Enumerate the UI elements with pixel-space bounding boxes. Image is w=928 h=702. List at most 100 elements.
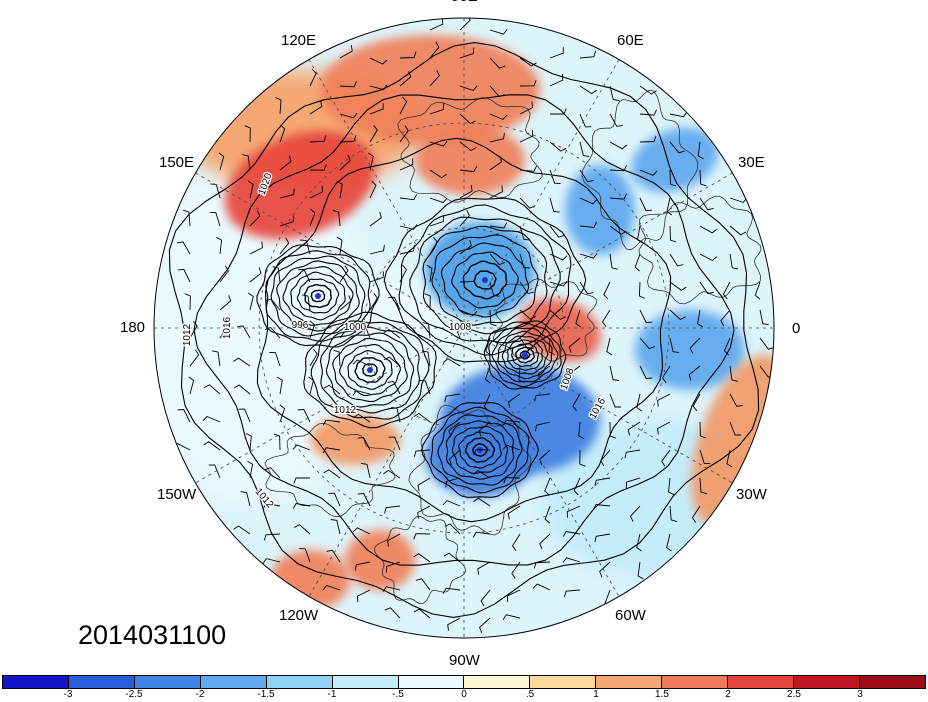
- wind-barb: [544, 505, 551, 524]
- wind-barb: [422, 322, 431, 339]
- contour-label: 1008: [449, 322, 472, 333]
- wind-barb: [263, 533, 281, 541]
- wind-barb: [399, 264, 407, 283]
- wind-barb: [417, 505, 431, 519]
- colorbar-tick-label: -2: [195, 689, 205, 700]
- wind-barb: [624, 449, 641, 459]
- wind-barb: [519, 130, 534, 143]
- wind-barb: [609, 393, 622, 408]
- wind-barb: [697, 141, 704, 160]
- wind-barb: [369, 211, 382, 227]
- wind-barb: [249, 210, 261, 227]
- wind-barb: [669, 141, 685, 154]
- wind-barb: [212, 350, 221, 367]
- wind-barb: [629, 505, 641, 522]
- wind-barb: [669, 225, 677, 243]
- wind-barb: [669, 505, 678, 523]
- wind-barb: [634, 253, 641, 272]
- wind-barb: [636, 393, 643, 412]
- wind-barb: [332, 209, 341, 227]
- wind-barb: [759, 337, 774, 350]
- isobar: [431, 234, 539, 326]
- wind-barb: [293, 477, 310, 484]
- wind-barb: [336, 180, 343, 199]
- wind-barb: [518, 365, 525, 383]
- colorbar-tick-label: 1.5: [655, 689, 669, 700]
- wind-barb: [208, 464, 221, 479]
- wind-barb: [448, 421, 461, 437]
- wind-barb: [293, 524, 311, 535]
- low-center-gulf-of-alaska-low: [367, 367, 373, 373]
- wind-barb: [369, 125, 378, 143]
- wind-barb: [413, 449, 431, 457]
- wind-barb: [507, 393, 521, 408]
- contour-label: 1012: [334, 405, 357, 416]
- latitude-circle: [363, 227, 565, 429]
- wind-barb: [399, 96, 408, 115]
- wind-barb: [535, 421, 551, 432]
- wind-barb: [399, 125, 409, 143]
- wind-barb: [697, 309, 703, 328]
- wind-barb: [339, 112, 358, 119]
- wind-barb: [639, 109, 658, 116]
- isobar: [304, 283, 332, 309]
- wind-barb: [594, 533, 611, 543]
- wind-barb: [448, 324, 461, 339]
- wind-barb: [601, 309, 611, 327]
- wind-barb-layer: [172, 18, 774, 634]
- colorbar-bin: [134, 676, 201, 688]
- wind-barb: [489, 309, 497, 327]
- colorbar-bin: [859, 676, 925, 688]
- wind-barb: [638, 281, 646, 299]
- wind-barb: [729, 225, 747, 236]
- wind-barb: [562, 557, 581, 563]
- wind-barb: [549, 309, 566, 320]
- colorbar-bin: [728, 676, 795, 688]
- wind-barb: [579, 113, 592, 128]
- coastline: [397, 97, 543, 203]
- meridian-line: [195, 172, 733, 484]
- isobar: [325, 332, 415, 408]
- wind-barb: [358, 324, 371, 339]
- wind-barb: [609, 421, 616, 439]
- wind-barb: [269, 352, 281, 367]
- isobar: [501, 335, 549, 375]
- wind-barb: [356, 589, 371, 603]
- wind-barb: [369, 84, 388, 91]
- wind-barb: [532, 583, 551, 591]
- wind-barb: [399, 158, 414, 171]
- wind-barb: [472, 531, 491, 538]
- wind-barb: [579, 50, 597, 59]
- wind-barb: [330, 519, 341, 535]
- wind-barb: [699, 253, 718, 262]
- wind-barb: [322, 447, 341, 454]
- longitude-label-lon-120e: 120E: [281, 32, 317, 49]
- isobar: [451, 425, 509, 475]
- isobar: [168, 42, 760, 618]
- wind-barb: [726, 449, 733, 468]
- wind-barb: [459, 47, 475, 59]
- wind-barb: [549, 141, 567, 152]
- wind-barb: [550, 108, 567, 115]
- wind-barb: [352, 359, 371, 367]
- wind-barb: [759, 309, 769, 326]
- wind-barb: [459, 275, 477, 283]
- wind-barb: [203, 384, 221, 395]
- coastline: [264, 422, 396, 518]
- wind-barb: [519, 281, 534, 295]
- low-center-arctic-low: [482, 277, 488, 283]
- wind-barb: [657, 421, 671, 435]
- wind-barb: [242, 154, 251, 171]
- wind-barb: [483, 393, 491, 412]
- wind-barb: [249, 267, 262, 283]
- wind-barb: [549, 253, 568, 261]
- wind-barb: [240, 491, 251, 507]
- wind-barb: [279, 188, 295, 199]
- wind-barb: [579, 197, 598, 205]
- isobar: [303, 311, 437, 429]
- wind-barb: [544, 477, 551, 496]
- wind-barb: [549, 47, 564, 59]
- wind-barb: [502, 444, 521, 451]
- wind-barb: [459, 309, 478, 317]
